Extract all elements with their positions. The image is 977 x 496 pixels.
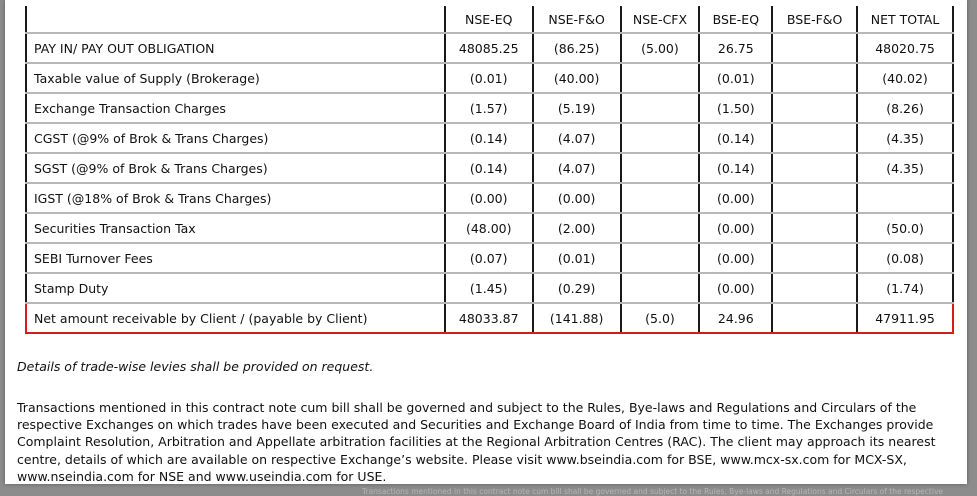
cell-nse-f-o: (0.01) (531, 243, 621, 274)
cell-nse-eq: (0.00) (443, 183, 533, 214)
row-label: IGST (@18% of Brok & Trans Charges) (25, 183, 445, 214)
cell-bse-f-o (771, 93, 858, 124)
cell-nse-eq: (0.14) (443, 123, 533, 154)
cell-nse-cfx (619, 63, 700, 94)
cell-bse-eq: 26.75 (698, 33, 773, 64)
table-header-row: NSE-EQ NSE-F&O NSE-CFX BSE-EQ BSE-F&O NE… (25, 6, 954, 34)
cell-net-total: (4.35) (856, 153, 954, 184)
cell-nse-cfx: (5.00) (619, 33, 700, 64)
cell-bse-f-o (771, 183, 858, 214)
cell-nse-eq: 48033.87 (443, 302, 533, 334)
header-bse-eq: BSE-EQ (698, 6, 773, 34)
table-row: Taxable value of Supply (Brokerage) (0.01… (25, 63, 954, 94)
table-row: CGST (@9% of Brok & Trans Charges) (0.14)… (25, 123, 954, 154)
row-label: Securities Transaction Tax (25, 213, 445, 244)
row-label: Exchange Transaction Charges (25, 93, 445, 124)
cell-nse-f-o: (5.19) (531, 93, 621, 124)
cell-bse-eq: (0.00) (698, 273, 773, 304)
cell-nse-f-o: (0.29) (531, 273, 621, 304)
header-net-total: NET TOTAL (856, 6, 954, 34)
cell-bse-f-o (771, 302, 858, 334)
row-label: PAY IN/ PAY OUT OBLIGATION (25, 33, 445, 64)
cell-nse-f-o: (0.00) (531, 183, 621, 214)
cell-nse-cfx (619, 183, 700, 214)
cell-bse-eq: (0.00) (698, 243, 773, 274)
cell-net-total (856, 183, 954, 214)
cell-nse-eq: (0.14) (443, 153, 533, 184)
cell-bse-eq: (0.14) (698, 123, 773, 154)
row-label: SEBI Turnover Fees (25, 243, 445, 274)
row-label: Stamp Duty (25, 273, 445, 304)
cell-bse-f-o (771, 33, 858, 64)
cell-net-total: (40.02) (856, 63, 954, 94)
cell-bse-f-o (771, 273, 858, 304)
cell-nse-eq: (48.00) (443, 213, 533, 244)
net-amount-row: Net amount receivable by Client / (payab… (25, 302, 954, 334)
cell-nse-f-o: (4.07) (531, 153, 621, 184)
row-label: CGST (@9% of Brok & Trans Charges) (25, 123, 445, 154)
cell-nse-cfx: (5.0) (619, 302, 700, 334)
header-label-column (25, 6, 445, 34)
cell-bse-eq: (0.00) (698, 213, 773, 244)
cell-nse-cfx (619, 243, 700, 274)
row-label: SGST (@9% of Brok & Trans Charges) (25, 153, 445, 184)
cell-net-total: 48020.75 (856, 33, 954, 64)
cell-net-total: (8.26) (856, 93, 954, 124)
cell-net-total: (50.0) (856, 213, 954, 244)
header-bse-fo: BSE-F&O (771, 6, 858, 34)
cell-nse-eq: (1.45) (443, 273, 533, 304)
cell-nse-f-o: (86.25) (531, 33, 621, 64)
header-nse-cfx: NSE-CFX (619, 6, 700, 34)
cell-nse-eq: (0.07) (443, 243, 533, 274)
row-label: Net amount receivable by Client / (payab… (25, 302, 445, 334)
table-row: Stamp Duty (1.45) (0.29) (0.00) (1.74) (25, 273, 954, 304)
cell-nse-f-o: (2.00) (531, 213, 621, 244)
table-row: IGST (@18% of Brok & Trans Charges) (0.00… (25, 183, 954, 214)
header-nse-fo: NSE-F&O (531, 6, 621, 34)
cell-nse-eq: 48085.25 (443, 33, 533, 64)
levies-note: Details of trade-wise levies shall be pr… (17, 359, 374, 374)
cell-nse-cfx (619, 153, 700, 184)
table-row: SGST (@9% of Brok & Trans Charges) (0.14)… (25, 153, 954, 184)
cell-bse-f-o (771, 153, 858, 184)
cell-bse-f-o (771, 243, 858, 274)
row-label: Taxable value of Supply (Brokerage) (25, 63, 445, 94)
next-page-ghost-text: Transactions mentioned in this contract … (362, 487, 943, 496)
cell-net-total: (0.08) (856, 243, 954, 274)
cell-bse-eq: (0.01) (698, 63, 773, 94)
table-row: PAY IN/ PAY OUT OBLIGATION 48085.25 (86.25… (25, 33, 954, 64)
table-row: Securities Transaction Tax (48.00) (2.00) (… (25, 213, 954, 244)
cell-net-total: (4.35) (856, 123, 954, 154)
obligation-table: NSE-EQ NSE-F&O NSE-CFX BSE-EQ BSE-F&O NE… (25, 6, 954, 334)
contract-note-page: NSE-EQ NSE-F&O NSE-CFX BSE-EQ BSE-F&O NE… (5, 0, 967, 484)
cell-nse-eq: (1.57) (443, 93, 533, 124)
cell-bse-eq: (0.14) (698, 153, 773, 184)
cell-nse-cfx (619, 273, 700, 304)
cell-net-total: 47911.95 (856, 302, 954, 334)
cell-nse-f-o: (4.07) (531, 123, 621, 154)
cell-nse-cfx (619, 123, 700, 154)
cell-nse-cfx (619, 213, 700, 244)
disclaimer-text: Transactions mentioned in this contract … (17, 400, 936, 484)
cell-nse-f-o: (141.88) (531, 302, 621, 334)
table-row: Exchange Transaction Charges (1.57) (5.19)… (25, 93, 954, 124)
table-row: SEBI Turnover Fees (0.07) (0.01) (0.00) (0.0… (25, 243, 954, 274)
cell-bse-f-o (771, 213, 858, 244)
cell-nse-f-o: (40.00) (531, 63, 621, 94)
cell-net-total: (1.74) (856, 273, 954, 304)
cell-bse-eq: 24.96 (698, 302, 773, 334)
cell-nse-eq: (0.01) (443, 63, 533, 94)
cell-bse-f-o (771, 123, 858, 154)
cell-nse-cfx (619, 93, 700, 124)
cell-bse-eq: (0.00) (698, 183, 773, 214)
header-nse-eq: NSE-EQ (443, 6, 533, 34)
cell-bse-f-o (771, 63, 858, 94)
cell-bse-eq: (1.50) (698, 93, 773, 124)
